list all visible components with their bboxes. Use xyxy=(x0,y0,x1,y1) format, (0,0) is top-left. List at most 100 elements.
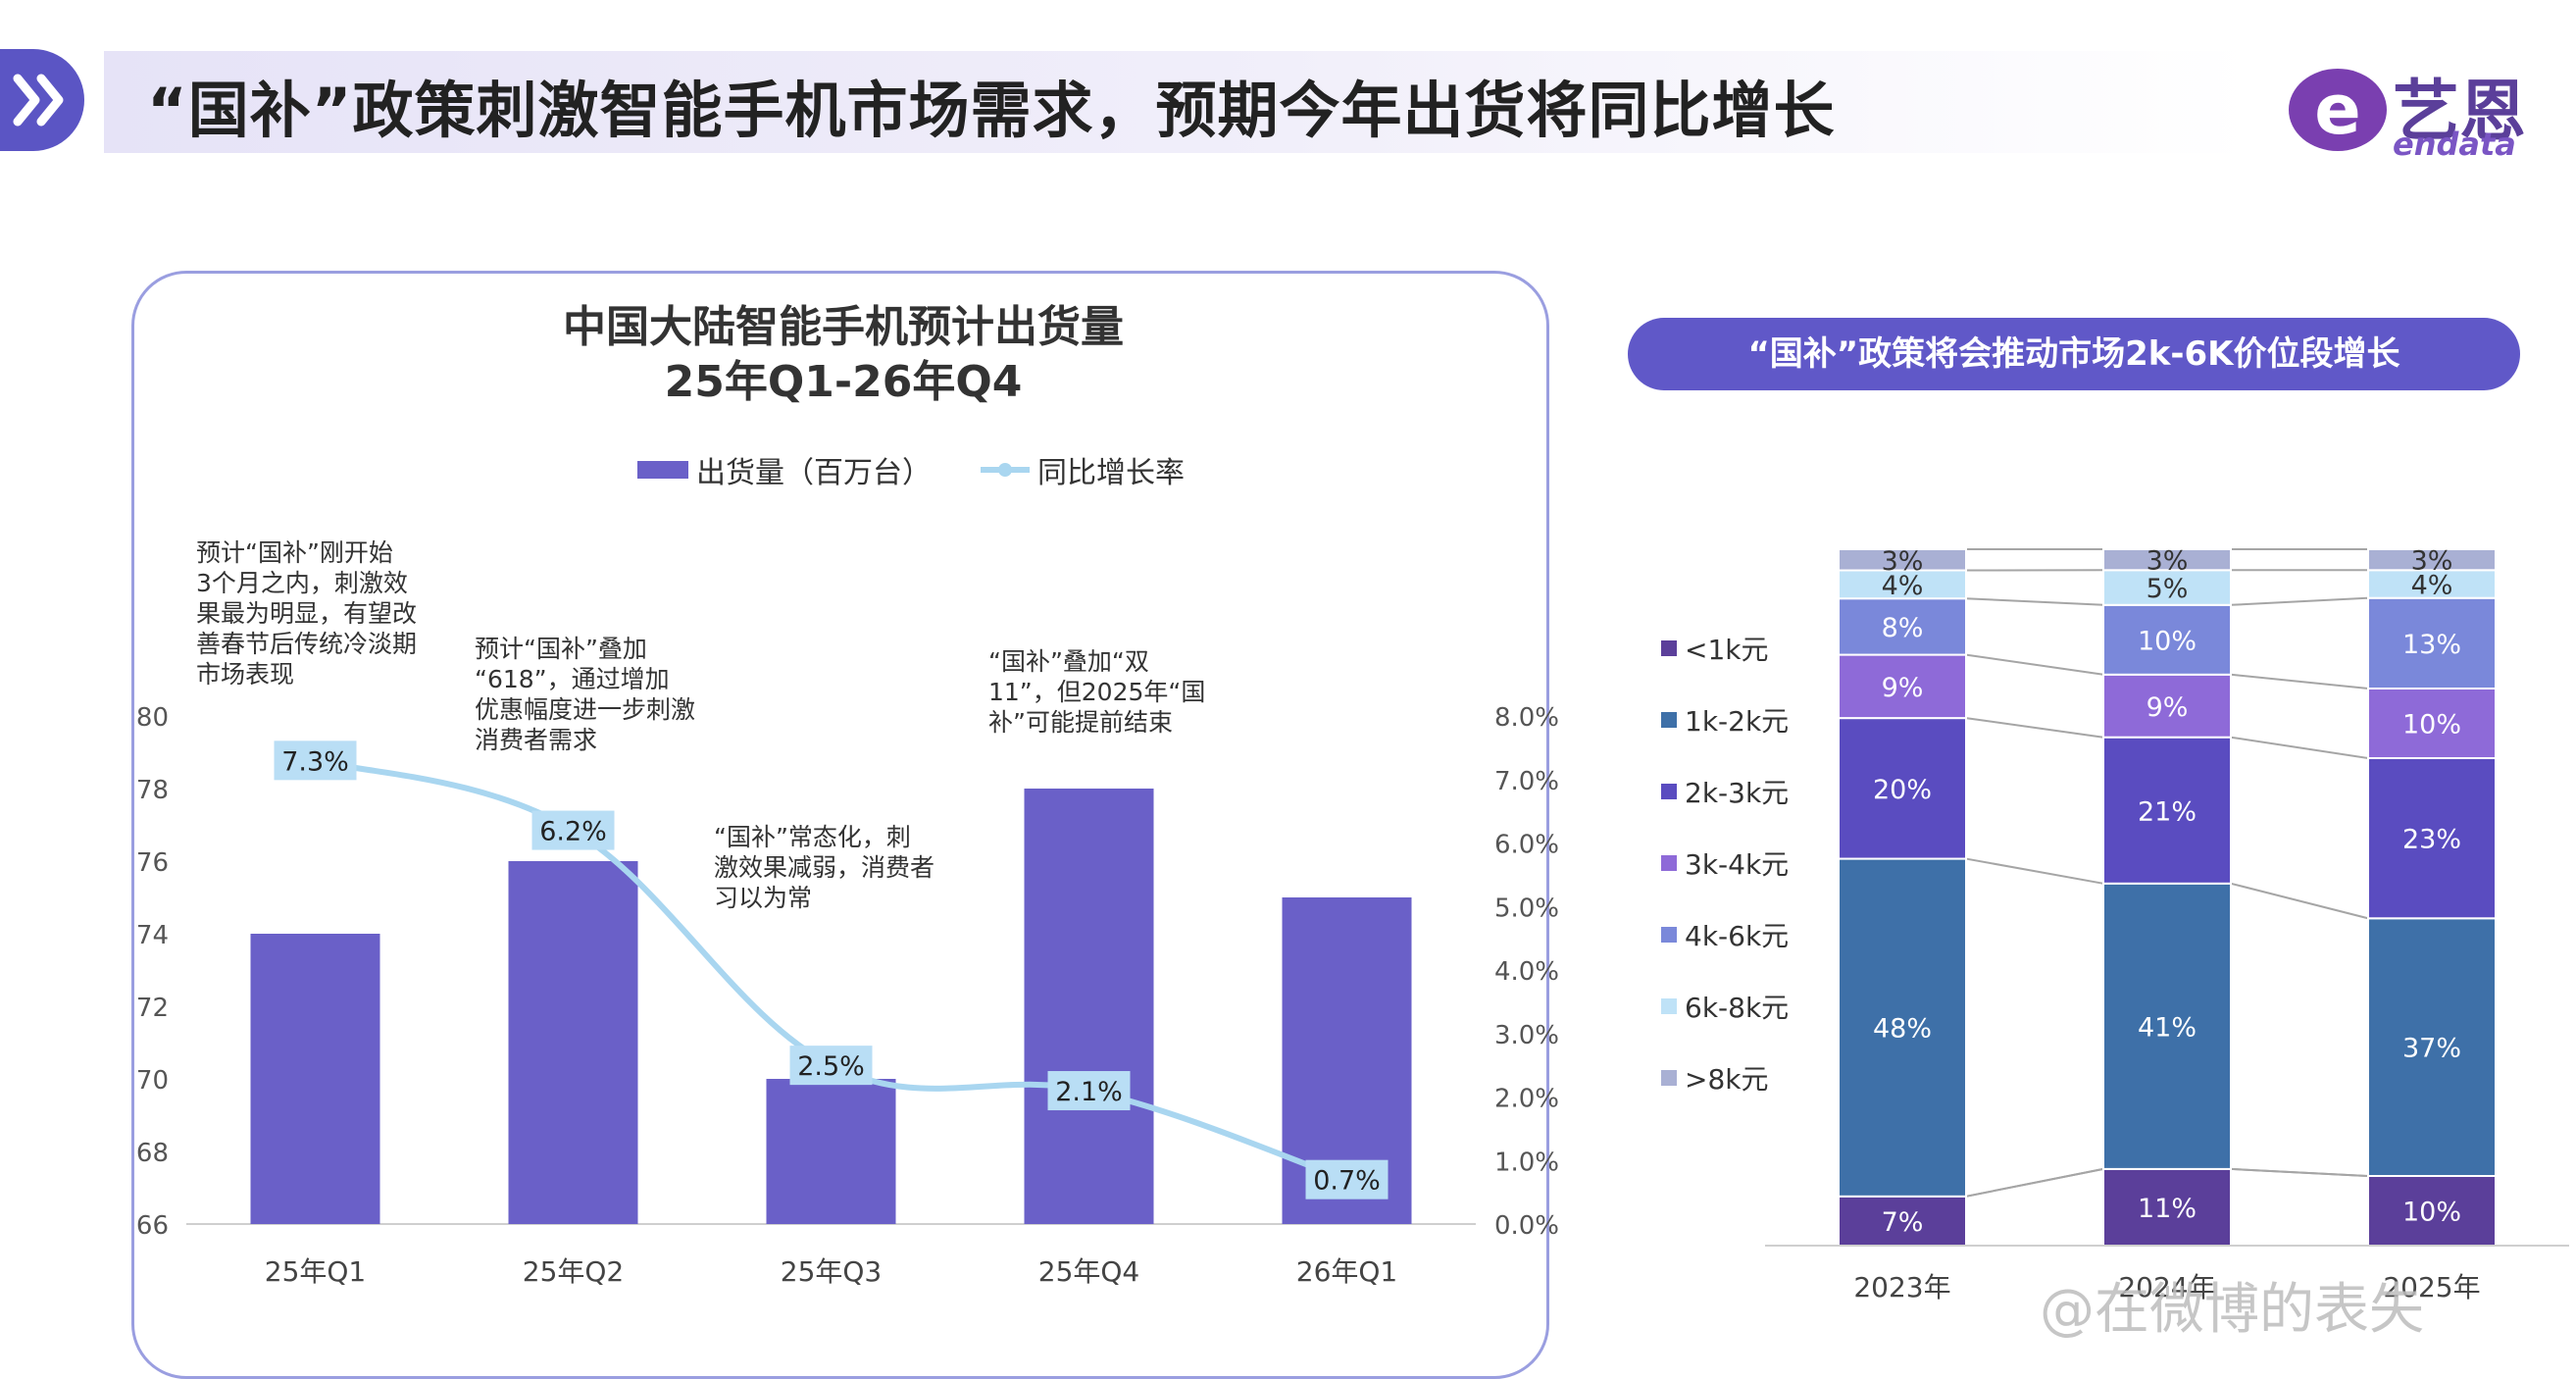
legend-swatch xyxy=(1661,640,1677,656)
annotation-line: 预计“国补”叠加 xyxy=(475,635,647,663)
x-tick-label: 25年Q2 xyxy=(523,1255,624,1288)
segment-label: 48% xyxy=(1873,1014,1932,1045)
y2-tick-label: 8.0% xyxy=(1494,703,1559,733)
watermark: @在微博的表失 xyxy=(2040,1265,2424,1345)
y-tick-label: 66 xyxy=(136,1211,169,1241)
annotation-line: 果最为明显，有望改 xyxy=(196,599,417,628)
connector-line xyxy=(2231,884,2368,919)
annotation-line: “国补”常态化，刺 xyxy=(714,823,911,851)
x-tick-label: 2023年 xyxy=(1853,1271,1950,1303)
annotation-line: 激效果减弱，消费者 xyxy=(714,853,934,882)
growth-label: 2.1% xyxy=(1055,1077,1123,1107)
connector-line xyxy=(2231,1169,2368,1176)
legend-swatch xyxy=(1661,855,1677,871)
legend-label: 6k-8k元 xyxy=(1685,992,1789,1024)
annotation-line: “国补”叠加“双 xyxy=(988,647,1149,676)
legend-line-label: 同比增长率 xyxy=(1037,456,1185,490)
left-chart: 中国大陆智能手机预计出货量 25年Q1-26年Q4 出货量（百万台） 同比增长率… xyxy=(0,0,1589,1357)
x-tick-label: 25年Q1 xyxy=(265,1255,366,1288)
y-tick-label: 76 xyxy=(136,848,169,878)
segment-label: 10% xyxy=(2402,710,2461,741)
y2-tick-label: 7.0% xyxy=(1494,767,1559,796)
legend-bar-swatch xyxy=(637,461,688,479)
y2-tick-label: 0.0% xyxy=(1494,1211,1559,1241)
y2-tick-label: 1.0% xyxy=(1494,1148,1559,1177)
connector-line xyxy=(1966,598,2103,605)
connector-line xyxy=(1966,655,2103,675)
y2-tick-label: 3.0% xyxy=(1494,1021,1559,1050)
growth-label: 0.7% xyxy=(1313,1166,1381,1197)
bar xyxy=(1025,789,1154,1224)
legend-label: >8k元 xyxy=(1685,1063,1769,1096)
connector-line xyxy=(1966,1169,2103,1197)
bar xyxy=(509,861,638,1224)
legend-swatch xyxy=(1661,927,1677,943)
segment-label: 10% xyxy=(2402,1198,2461,1228)
y2-tick-label: 5.0% xyxy=(1494,894,1559,923)
y-tick-label: 70 xyxy=(136,1066,169,1096)
segment-label: 23% xyxy=(2402,825,2461,855)
segment-label: 3% xyxy=(1882,546,1924,577)
segment-label: 8% xyxy=(1882,613,1924,643)
segment-label: 3% xyxy=(2147,546,2189,577)
segment-label: 13% xyxy=(2402,630,2461,660)
growth-label: 6.2% xyxy=(539,817,607,847)
segment-label: 41% xyxy=(2138,1012,2197,1043)
segment-label: 7% xyxy=(1882,1207,1924,1238)
y-tick-label: 80 xyxy=(136,703,169,733)
y-tick-label: 78 xyxy=(136,776,169,805)
segment-label: 9% xyxy=(1882,673,1924,703)
x-tick-label: 26年Q1 xyxy=(1296,1255,1397,1288)
bar xyxy=(251,934,380,1224)
bar xyxy=(767,1079,896,1224)
y-tick-label: 74 xyxy=(136,921,169,950)
connector-line xyxy=(2231,738,2368,758)
annotation-line: 市场表现 xyxy=(196,660,294,689)
annotation-line: 优惠幅度进一步刺激 xyxy=(475,695,695,724)
legend-label: 3k-4k元 xyxy=(1685,848,1789,881)
connector-line xyxy=(1966,718,2103,738)
legend-line-marker xyxy=(998,463,1012,477)
y2-tick-label: 2.0% xyxy=(1494,1085,1559,1114)
annotation-line: 11”，但2025年“国 xyxy=(988,678,1205,706)
y2-tick-label: 6.0% xyxy=(1494,831,1559,860)
segment-label: 20% xyxy=(1873,775,1932,805)
annotation-line: 预计“国补”刚开始 xyxy=(196,538,393,567)
y-tick-label: 68 xyxy=(136,1139,169,1168)
legend-label: 2k-3k元 xyxy=(1685,777,1789,809)
growth-label: 7.3% xyxy=(281,746,349,777)
connector-line xyxy=(2231,598,2368,605)
segment-label: 21% xyxy=(2138,796,2197,827)
annotation: “国补”叠加“双11”，但2025年“国补”可能提前结束 xyxy=(988,647,1205,737)
legend-label: 4k-6k元 xyxy=(1685,920,1789,952)
annotation-line: 习以为常 xyxy=(714,884,812,912)
connector-line xyxy=(1966,859,2103,884)
legend-swatch xyxy=(1661,784,1677,799)
annotation-line: “618”，通过增加 xyxy=(475,665,670,693)
x-tick-label: 25年Q4 xyxy=(1038,1255,1139,1288)
segment-label: 11% xyxy=(2138,1194,2197,1224)
segment-label: 3% xyxy=(2411,546,2453,577)
legend-bar-label: 出货量（百万台） xyxy=(696,456,932,490)
legend-label: <1k元 xyxy=(1685,634,1769,666)
connector-line xyxy=(2231,675,2368,689)
y-tick-label: 72 xyxy=(136,994,169,1023)
legend-swatch xyxy=(1661,712,1677,728)
segment-label: 5% xyxy=(2147,574,2189,604)
segment-label: 37% xyxy=(2402,1034,2461,1064)
annotation-line: 善春节后传统冷淡期 xyxy=(196,630,417,658)
annotation-line: 3个月之内，刺激效 xyxy=(196,569,408,597)
x-tick-label: 25年Q3 xyxy=(781,1255,882,1288)
segment-label: 10% xyxy=(2138,626,2197,656)
segment-label: 9% xyxy=(2147,692,2189,723)
growth-label: 2.5% xyxy=(797,1051,865,1082)
chart-subtitle: 25年Q1-26年Q4 xyxy=(665,357,1023,407)
y2-tick-label: 4.0% xyxy=(1494,957,1559,987)
legend-swatch xyxy=(1661,998,1677,1014)
legend-swatch xyxy=(1661,1070,1677,1086)
annotation-line: 消费者需求 xyxy=(475,726,597,754)
